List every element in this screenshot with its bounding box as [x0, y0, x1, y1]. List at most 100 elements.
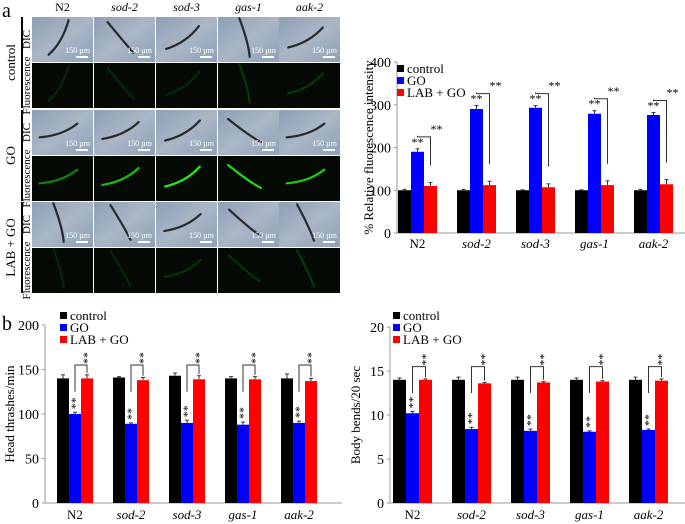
panel-label-b: b [2, 313, 12, 335]
scale-bar [323, 241, 335, 243]
significance-bracket [594, 97, 608, 164]
significance-go: ** [68, 397, 82, 409]
bar-go [411, 151, 424, 233]
dic-image [279, 202, 340, 247]
scale-bar-label: 150 µm [312, 231, 338, 240]
scale-bar-label: 150 µm [127, 139, 153, 148]
legend-label: GO [407, 73, 426, 88]
x-tick-label: N2 [410, 236, 426, 251]
scale-bar [200, 56, 212, 58]
significance-bracket [589, 366, 603, 393]
bar-control [516, 190, 529, 233]
y-tick-label: 15 [370, 365, 384, 380]
bar-go [181, 422, 193, 503]
y-tick-label: 200 [18, 319, 39, 334]
legend-label: LAB + GO [403, 332, 462, 347]
scale-bar-label: 150 µm [65, 231, 91, 240]
worm [163, 212, 202, 233]
legend-label: LAB + GO [407, 85, 466, 100]
x-tick-label: sod-2 [457, 507, 486, 522]
significance-go: ** [292, 406, 306, 418]
group-label: LAB + GO [3, 218, 18, 277]
x-tick-label: sod-3 [173, 507, 202, 522]
bar-control [225, 378, 237, 503]
scale-bar [262, 241, 274, 243]
bar-control [113, 377, 125, 503]
row-type-label: Fluorescence [21, 149, 33, 207]
fluorescent-worm [164, 165, 201, 188]
y-tick-label: 100 [370, 184, 391, 199]
scale-bar-label: 150 µm [189, 231, 215, 240]
scale-bar [76, 56, 88, 58]
x-tick-label: gas-1 [229, 507, 258, 522]
fluorescence-image [94, 248, 155, 293]
significance-bracket [417, 135, 431, 166]
legend-swatch [393, 324, 400, 331]
y-tick-label: 10 [370, 409, 384, 424]
significance-lab: ** [248, 352, 262, 364]
legend-swatch [393, 336, 400, 343]
fluorescence-image [218, 248, 279, 293]
fluorescent-worm [163, 258, 202, 279]
scale-bar [138, 241, 150, 243]
worm [287, 26, 324, 49]
bar-lab-go [419, 379, 432, 503]
bar-control [169, 375, 181, 503]
bar-go [125, 423, 137, 503]
significance-lab: ** [537, 354, 551, 366]
worm [227, 117, 262, 144]
scale-bar-label: 150 µm [251, 231, 277, 240]
significance-lab: ** [478, 354, 492, 366]
y-axis-label: Head thrashes/min [2, 365, 17, 463]
row-type-label: Fluorescence [21, 56, 33, 114]
bar-lab-go [655, 380, 668, 503]
scale-bar-label: 150 µm [251, 46, 277, 55]
x-tick-label: aak-2 [639, 236, 669, 251]
bar-control [281, 378, 293, 503]
y-tick-label: 200 [370, 142, 391, 157]
row-type-label: Fluorescence [21, 241, 33, 299]
row-type-label: DIC [21, 123, 33, 142]
row-type-label: DIC [21, 30, 33, 49]
significance-bracket [535, 92, 549, 167]
bar-control [457, 190, 470, 233]
significance-go: ** [589, 97, 601, 111]
fluorescent-worm [109, 250, 132, 287]
scale-bar-label: 150 µm [251, 139, 277, 148]
x-tick-label: sod-2 [117, 507, 146, 522]
bar-go [465, 429, 478, 503]
significance-go: ** [583, 416, 597, 428]
column-header: gas-1 [235, 0, 262, 14]
y-tick-label: 400 [370, 56, 391, 71]
y-tick-label: 300 [370, 99, 391, 114]
group-label: control [3, 44, 18, 81]
significance-go: ** [180, 405, 194, 417]
dic-image [218, 202, 279, 247]
bar-chart-2: 0 5 10 15 20 Body bends/20 sec N2 ** ** sod-2 ** **… [348, 308, 685, 522]
bar-control [511, 379, 524, 503]
bar-control [634, 190, 647, 233]
bar-lab-go [249, 379, 261, 503]
y-tick-label: 100 [18, 408, 39, 423]
bar-lab-go [601, 185, 614, 233]
significance-bracket [530, 366, 544, 393]
column-header: N2 [55, 0, 70, 14]
significance-bracket [476, 92, 490, 165]
significance-lab: ** [608, 84, 620, 98]
x-tick-label: sod-3 [516, 507, 545, 522]
significance-lab: ** [80, 352, 94, 364]
bar-go [69, 414, 81, 503]
scale-bar-label: 150 µm [65, 46, 91, 55]
significance-go: ** [471, 92, 483, 106]
scale-bar [262, 149, 274, 151]
scale-bar-label: 150 µm [127, 46, 153, 55]
bar-go [406, 413, 419, 503]
y-tick-label: 0 [384, 227, 391, 242]
bar-lab-go [542, 187, 555, 233]
x-tick-label: aak-2 [634, 507, 664, 522]
significance-bracket [298, 364, 312, 392]
significance-lab: ** [136, 352, 150, 364]
